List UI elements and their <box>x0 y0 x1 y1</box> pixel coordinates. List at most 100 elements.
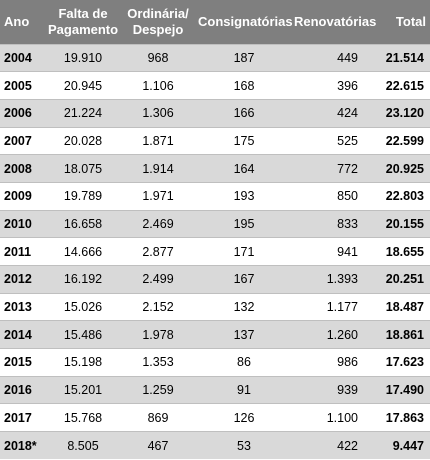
cell-ano: 2012 <box>0 265 46 294</box>
cell-ordinaria-despejo: 869 <box>120 403 196 432</box>
cell-renovatorias: 986 <box>292 348 378 377</box>
header-ordinaria-despejo: Ordinária/Despejo <box>120 0 196 44</box>
cell-falta-de-pagamento: 15.768 <box>46 403 120 432</box>
cell-falta-de-pagamento: 16.658 <box>46 209 120 238</box>
cell-ano: 2015 <box>0 348 46 377</box>
cell-ano: 2009 <box>0 181 46 211</box>
cell-ordinaria-despejo: 467 <box>120 431 196 460</box>
table-row: 2016 15.201 1.259 91 939 17.490 <box>0 375 430 404</box>
header-ano: Ano <box>4 13 30 29</box>
cell-consignatorias: 53 <box>196 431 292 460</box>
cell-falta-de-pagamento: 15.201 <box>46 375 120 404</box>
table-body: 2004 19.910 968 187 449 21.514 2005 20.945 1.106… <box>0 43 430 460</box>
table-row: 2008 18.075 1.914 164 772 20.925 <box>0 154 430 183</box>
cell-falta-de-pagamento: 20.945 <box>46 71 120 100</box>
cell-falta-de-pagamento: 15.198 <box>46 348 120 377</box>
cell-falta-de-pagamento: 21.224 <box>46 98 120 128</box>
header-total: Total <box>395 13 426 29</box>
cell-consignatorias: 175 <box>196 126 292 155</box>
cell-ordinaria-despejo: 1.971 <box>120 181 196 211</box>
cell-ano: 2007 <box>0 126 46 155</box>
cell-ordinaria-despejo: 1.306 <box>120 98 196 128</box>
cell-falta-de-pagamento: 16.192 <box>46 265 120 294</box>
header-row: Ano Falta de Pagamento Ordinária/Despejo … <box>0 0 430 44</box>
cell-consignatorias: 132 <box>196 292 292 321</box>
cell-consignatorias: 167 <box>196 265 292 294</box>
cell-renovatorias: 1.260 <box>292 320 378 349</box>
cell-total: 21.514 <box>378 43 430 72</box>
cell-renovatorias: 424 <box>292 98 378 128</box>
cell-total: 20.925 <box>378 154 430 183</box>
cell-ordinaria-despejo: 1.978 <box>120 320 196 349</box>
cell-consignatorias: 168 <box>196 71 292 100</box>
cell-ano: 2016 <box>0 375 46 404</box>
cell-total: 18.861 <box>378 320 430 349</box>
table-row: 2004 19.910 968 187 449 21.514 <box>0 43 430 72</box>
cell-ano: 2013 <box>0 292 46 321</box>
cell-ano: 2018* <box>0 431 46 460</box>
cell-renovatorias: 525 <box>292 126 378 155</box>
cell-ordinaria-despejo: 968 <box>120 43 196 72</box>
cell-consignatorias: 193 <box>196 181 292 211</box>
cell-ano: 2014 <box>0 320 46 349</box>
header-consignatorias: Consignatórias <box>198 13 293 29</box>
cell-ordinaria-despejo: 2.499 <box>120 265 196 294</box>
cell-falta-de-pagamento: 18.075 <box>46 154 120 183</box>
cell-ano: 2011 <box>0 237 46 266</box>
cell-consignatorias: 126 <box>196 403 292 432</box>
cell-total: 17.490 <box>378 375 430 404</box>
cell-consignatorias: 195 <box>196 209 292 238</box>
cell-falta-de-pagamento: 19.910 <box>46 43 120 72</box>
cell-renovatorias: 1.393 <box>292 265 378 294</box>
cell-total: 22.803 <box>378 181 430 211</box>
cell-renovatorias: 422 <box>292 431 378 460</box>
table-row: 2005 20.945 1.106 168 396 22.615 <box>0 71 430 100</box>
cell-renovatorias: 850 <box>292 181 378 211</box>
cell-ordinaria-despejo: 2.469 <box>120 209 196 238</box>
cell-falta-de-pagamento: 19.789 <box>46 181 120 211</box>
cell-consignatorias: 91 <box>196 375 292 404</box>
table-row: 2015 15.198 1.353 86 986 17.623 <box>0 348 430 377</box>
table-row: 2009 19.789 1.971 193 850 22.803 <box>0 181 430 211</box>
header-ordinaria-line2: Despejo <box>132 21 184 37</box>
table-row: 2018* 8.505 467 53 422 9.447 <box>0 431 430 460</box>
cell-total: 18.487 <box>378 292 430 321</box>
table-header: Ano Falta de Pagamento Ordinária/Despejo … <box>0 0 430 44</box>
table-row: 2013 15.026 2.152 132 1.177 18.487 <box>0 292 430 321</box>
header-falta-de-pagamento: Falta de Pagamento <box>46 0 120 44</box>
cell-renovatorias: 772 <box>292 154 378 183</box>
cell-falta-de-pagamento: 14.666 <box>46 237 120 266</box>
cell-ano: 2008 <box>0 154 46 183</box>
cell-total: 18.655 <box>378 237 430 266</box>
cell-ordinaria-despejo: 1.914 <box>120 154 196 183</box>
cell-total: 23.120 <box>378 98 430 128</box>
cell-total: 20.155 <box>378 209 430 238</box>
cell-renovatorias: 1.177 <box>292 292 378 321</box>
cell-ano: 2004 <box>0 43 46 72</box>
cell-total: 22.599 <box>378 126 430 155</box>
cell-renovatorias: 449 <box>292 43 378 72</box>
cell-consignatorias: 166 <box>196 98 292 128</box>
cell-consignatorias: 137 <box>196 320 292 349</box>
cell-falta-de-pagamento: 15.026 <box>46 292 120 321</box>
cell-falta-de-pagamento: 20.028 <box>46 126 120 155</box>
table-row: 2006 21.224 1.306 166 424 23.120 <box>0 98 430 128</box>
cell-falta-de-pagamento: 8.505 <box>46 431 120 460</box>
header-falta-line2: Pagamento <box>48 21 119 37</box>
cell-ordinaria-despejo: 1.259 <box>120 375 196 404</box>
header-renovatorias: Renovatórias <box>294 13 377 29</box>
table-row: 2007 20.028 1.871 175 525 22.599 <box>0 126 430 155</box>
cell-consignatorias: 171 <box>196 237 292 266</box>
cell-total: 17.623 <box>378 348 430 377</box>
cell-ordinaria-despejo: 1.106 <box>120 71 196 100</box>
cell-renovatorias: 1.100 <box>292 403 378 432</box>
cell-renovatorias: 941 <box>292 237 378 266</box>
cell-renovatorias: 396 <box>292 71 378 100</box>
cell-falta-de-pagamento: 15.486 <box>46 320 120 349</box>
cell-renovatorias: 833 <box>292 209 378 238</box>
cell-ano: 2006 <box>0 98 46 128</box>
cell-total: 17.863 <box>378 403 430 432</box>
cell-ano: 2005 <box>0 71 46 100</box>
cell-consignatorias: 187 <box>196 43 292 72</box>
